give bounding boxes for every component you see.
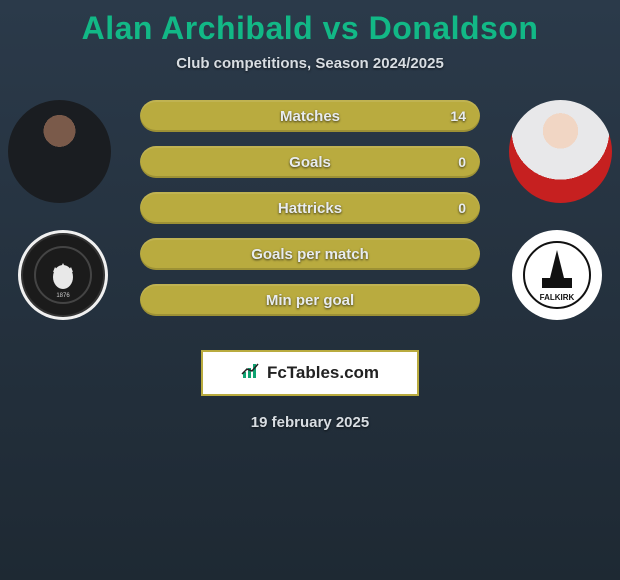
fctables-text: FcTables.com: [267, 363, 379, 383]
stat-label: Goals: [289, 154, 331, 171]
thistle-badge-icon: 1876: [21, 233, 105, 317]
comparison-title: Alan Archibald vs Donaldson: [0, 0, 620, 47]
content-area: 1876 FALKIRK Matches 14 Goals 0 Hattric: [0, 100, 620, 340]
stat-row-hattricks: Hattricks 0: [140, 192, 480, 224]
stat-row-goals: Goals 0: [140, 146, 480, 178]
svg-text:FALKIRK: FALKIRK: [540, 293, 575, 302]
vs-text: vs: [323, 10, 360, 46]
stat-right-value: 0: [458, 200, 466, 216]
falkirk-badge-icon: FALKIRK: [522, 240, 592, 310]
subtitle: Club competitions, Season 2024/2025: [0, 55, 620, 72]
player2-name: Donaldson: [369, 10, 539, 46]
stat-right-value: 0: [458, 154, 466, 170]
stat-label: Goals per match: [251, 246, 369, 263]
date-text: 19 february 2025: [0, 414, 620, 431]
stat-label: Hattricks: [278, 200, 342, 217]
stat-right-value: 14: [450, 108, 466, 124]
stat-row-goals-per-match: Goals per match: [140, 238, 480, 270]
chart-icon: [241, 362, 261, 385]
player1-club-logo: 1876: [18, 230, 108, 320]
player2-club-logo: FALKIRK: [512, 230, 602, 320]
player1-name: Alan Archibald: [82, 10, 314, 46]
svg-text:1876: 1876: [56, 293, 70, 299]
player2-avatar: [509, 100, 612, 203]
stat-bars: Matches 14 Goals 0 Hattricks 0 Goals per…: [140, 100, 480, 330]
fctables-logo[interactable]: FcTables.com: [201, 350, 419, 396]
player1-avatar: [8, 100, 111, 203]
stat-label: Matches: [280, 108, 340, 125]
stat-row-matches: Matches 14: [140, 100, 480, 132]
stat-label: Min per goal: [266, 292, 354, 309]
stat-row-min-per-goal: Min per goal: [140, 284, 480, 316]
